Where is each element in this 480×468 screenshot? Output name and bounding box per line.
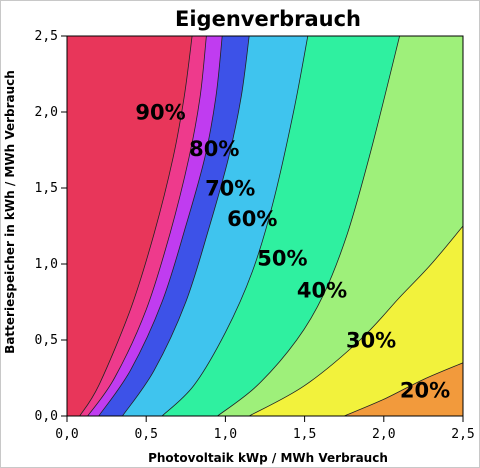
x-tick-label: 2,5 xyxy=(451,427,474,442)
x-tick-label: 0,0 xyxy=(55,427,78,442)
plot-border xyxy=(66,35,464,417)
contour-line-40 xyxy=(217,36,400,416)
x-axis-label: Photovoltaik kWp / MWh Verbrauch xyxy=(148,451,388,465)
contour-line-30 xyxy=(249,225,463,416)
contour-region-20 xyxy=(344,362,463,416)
contour-label-20: 20% xyxy=(400,379,450,403)
y-axis-label: Batteriespeicher in kWh / MWh Verbrauch xyxy=(3,70,17,354)
chart-title: Eigenverbrauch xyxy=(175,7,361,31)
contour-label-60: 60% xyxy=(227,207,277,231)
contour-label-90: 90% xyxy=(135,101,185,125)
contour-line-90 xyxy=(79,36,193,416)
y-tick-label: 0,0 xyxy=(35,409,58,424)
y-tick-label: 2,0 xyxy=(35,105,58,120)
x-tick-label: 1,0 xyxy=(214,427,237,442)
contour-line-20 xyxy=(344,362,463,416)
y-tick-label: 2,5 xyxy=(35,29,58,44)
contour-label-50: 50% xyxy=(257,246,307,270)
contour-line-80 xyxy=(87,36,207,416)
x-tick-label: 2,0 xyxy=(372,427,395,442)
contour-label-30: 30% xyxy=(346,329,396,353)
contour-line-50 xyxy=(161,36,309,416)
plot-area: 90%80% 70% 60% 50% 40% 30% 20% xyxy=(66,35,464,417)
contour-line-70 xyxy=(98,36,223,416)
y-tick-label: 0,5 xyxy=(35,333,58,348)
axis-ticks: 0,0 0,5 1,0 1,5 2,0 2,5 0,0 0,5 1,0 1,5 2,0 2,5 xyxy=(35,29,475,442)
contour-label-70: 70% xyxy=(205,177,255,201)
x-tick-label: 0,5 xyxy=(134,427,157,442)
contour-label-40: 40% xyxy=(297,278,347,302)
contour-line-60 xyxy=(122,36,250,416)
y-tick-label: 1,0 xyxy=(35,257,58,272)
contour-label-80: 80% xyxy=(189,137,239,161)
contour-region-30 xyxy=(249,226,463,416)
y-tick-label: 1,5 xyxy=(35,181,58,196)
x-tick-label: 1,5 xyxy=(293,427,316,442)
